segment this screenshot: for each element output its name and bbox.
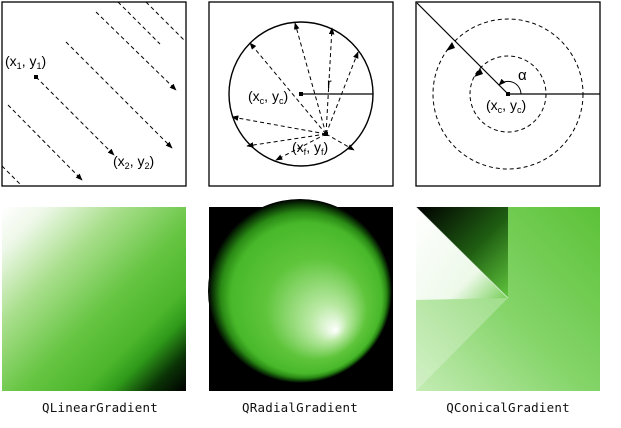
radial-focal-label: (xf, yf) <box>292 139 328 157</box>
linear-dashed-line <box>145 2 186 43</box>
angle-arc <box>498 78 522 95</box>
radius-label: r <box>327 75 332 91</box>
linear-dashed-arrow <box>65 41 173 149</box>
radial-ray <box>275 133 327 161</box>
radial-diagram-panel: (xc, yc) r (xf, yf) <box>208 1 394 187</box>
radial-center-label: (xc, yc) <box>248 88 288 106</box>
linear-dashed-line <box>2 165 21 185</box>
conical-center-marker <box>506 92 510 96</box>
conical-diagram-panel: α (xc, yc) <box>415 1 601 187</box>
linear-end-label: (x2, y2) <box>113 153 154 171</box>
conical-angle-line <box>416 2 509 95</box>
focal-point-marker <box>324 132 328 136</box>
radial-ray <box>249 42 327 135</box>
angle-label: α <box>518 67 527 84</box>
linear-diagram-panel: (x1, y1) (x2, y2) <box>1 1 187 187</box>
linear-dashed-arrow <box>95 11 177 91</box>
conical-gradient-swatch <box>415 206 600 391</box>
conical-arrowhead <box>446 42 455 51</box>
conical-caption: QConicalGradient <box>446 400 570 415</box>
radial-ray <box>325 133 355 151</box>
radial-caption: QRadialGradient <box>242 400 358 415</box>
linear-frame <box>1 1 187 187</box>
radial-ray <box>325 27 335 135</box>
radial-gradient-swatch <box>208 199 393 391</box>
linear-gradient-swatch <box>2 207 186 391</box>
linear-dashed-line <box>117 2 161 45</box>
radial-ray <box>325 51 359 135</box>
radial-ray <box>293 22 327 135</box>
center-point-marker <box>299 92 303 96</box>
linear-main-arrow <box>35 76 115 156</box>
linear-start-label: (x1, y1) <box>5 53 46 71</box>
linear-dashed-arrow <box>7 104 83 181</box>
radial-ray <box>231 115 327 135</box>
linear-caption: QLinearGradient <box>42 400 158 415</box>
conical-arrowhead <box>474 68 483 77</box>
radial-ray <box>246 133 327 148</box>
start-point-marker <box>34 75 38 79</box>
conical-center-label: (xc, yc) <box>486 97 526 115</box>
